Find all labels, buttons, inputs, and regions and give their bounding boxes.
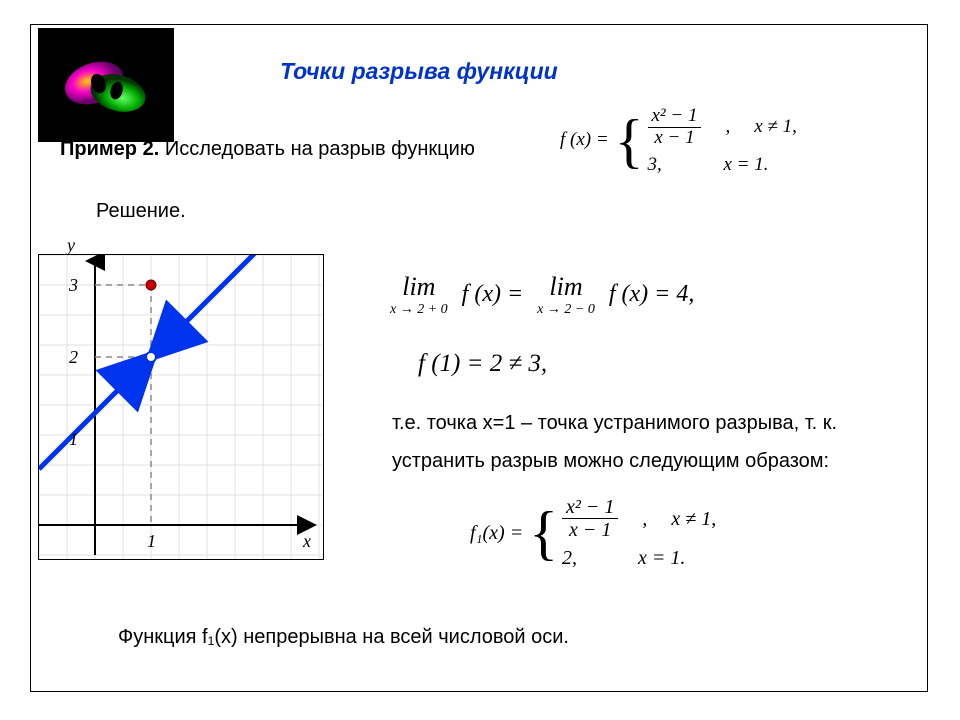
hole-point [146, 352, 156, 362]
line-segment-left [39, 363, 145, 469]
left-brace-icon: { [615, 111, 644, 171]
cond2-b: x = 1. [638, 547, 685, 569]
f1-value: f (1) = 2 ≠ 3, [418, 350, 547, 378]
lim-right-sub: x → 2 − 0 [537, 302, 595, 318]
val2: 3, [648, 155, 700, 176]
frac-den-b: x − 1 [562, 519, 618, 541]
logo-swirl [56, 45, 156, 125]
logo-box [38, 28, 174, 142]
lim-left-sub: x → 2 + 0 [390, 302, 448, 318]
formula-bottom: f₁(x) = { x² − 1 x − 1 , x ≠ 1, 2, x = 1… [470, 496, 716, 569]
formula-bottom-lhs: f₁(x) = [470, 522, 523, 544]
cond1-b: x ≠ 1, [671, 508, 716, 530]
ytick-3: 3 [68, 275, 78, 295]
limit-rhs: f (x) = 4, [609, 281, 695, 307]
solution-label: Решение. [96, 200, 186, 223]
slide-title: Точки разрыва функции [280, 58, 558, 85]
conclusion: Функция f₁(x) непрерывна на всей числово… [118, 626, 569, 649]
val2-b: 2, [562, 547, 614, 569]
ytick-2: 2 [69, 347, 78, 367]
x-axis-label: x [302, 531, 311, 551]
cond1: x ≠ 1, [754, 117, 797, 138]
grid [39, 255, 323, 559]
lim-right: lim [549, 272, 582, 301]
limit-formula: lim x → 2 + 0 f (x) = lim x → 2 − 0 f (x… [390, 272, 694, 318]
formula-top-lhs: f (x) = [560, 130, 609, 151]
frac-num-b: x² − 1 [562, 496, 618, 519]
y-label: y [67, 235, 75, 256]
frac-den: x − 1 [648, 128, 702, 149]
formula-top: f (x) = { x² − 1 x − 1 , x ≠ 1, 3, x = 1… [560, 106, 797, 176]
left-brace-icon-2: { [529, 503, 558, 563]
limit-mid: f (x) = [462, 281, 524, 307]
xtick-1: 1 [147, 531, 156, 551]
filled-point [146, 280, 156, 290]
graph-svg: 3 2 1 1 x [39, 255, 323, 559]
graph: 3 2 1 1 x y [38, 254, 324, 560]
ytick-1: 1 [69, 429, 78, 449]
text-line-1: т.е. точка х=1 – точка устранимого разры… [392, 412, 837, 435]
cond2: x = 1. [724, 155, 769, 176]
lim-left: lim [402, 272, 435, 301]
text-line-2: устранить разрыв можно следующим образом… [392, 450, 829, 473]
example-text: Исследовать на разрыв функцию [159, 138, 475, 160]
frac-num: x² − 1 [648, 106, 702, 128]
